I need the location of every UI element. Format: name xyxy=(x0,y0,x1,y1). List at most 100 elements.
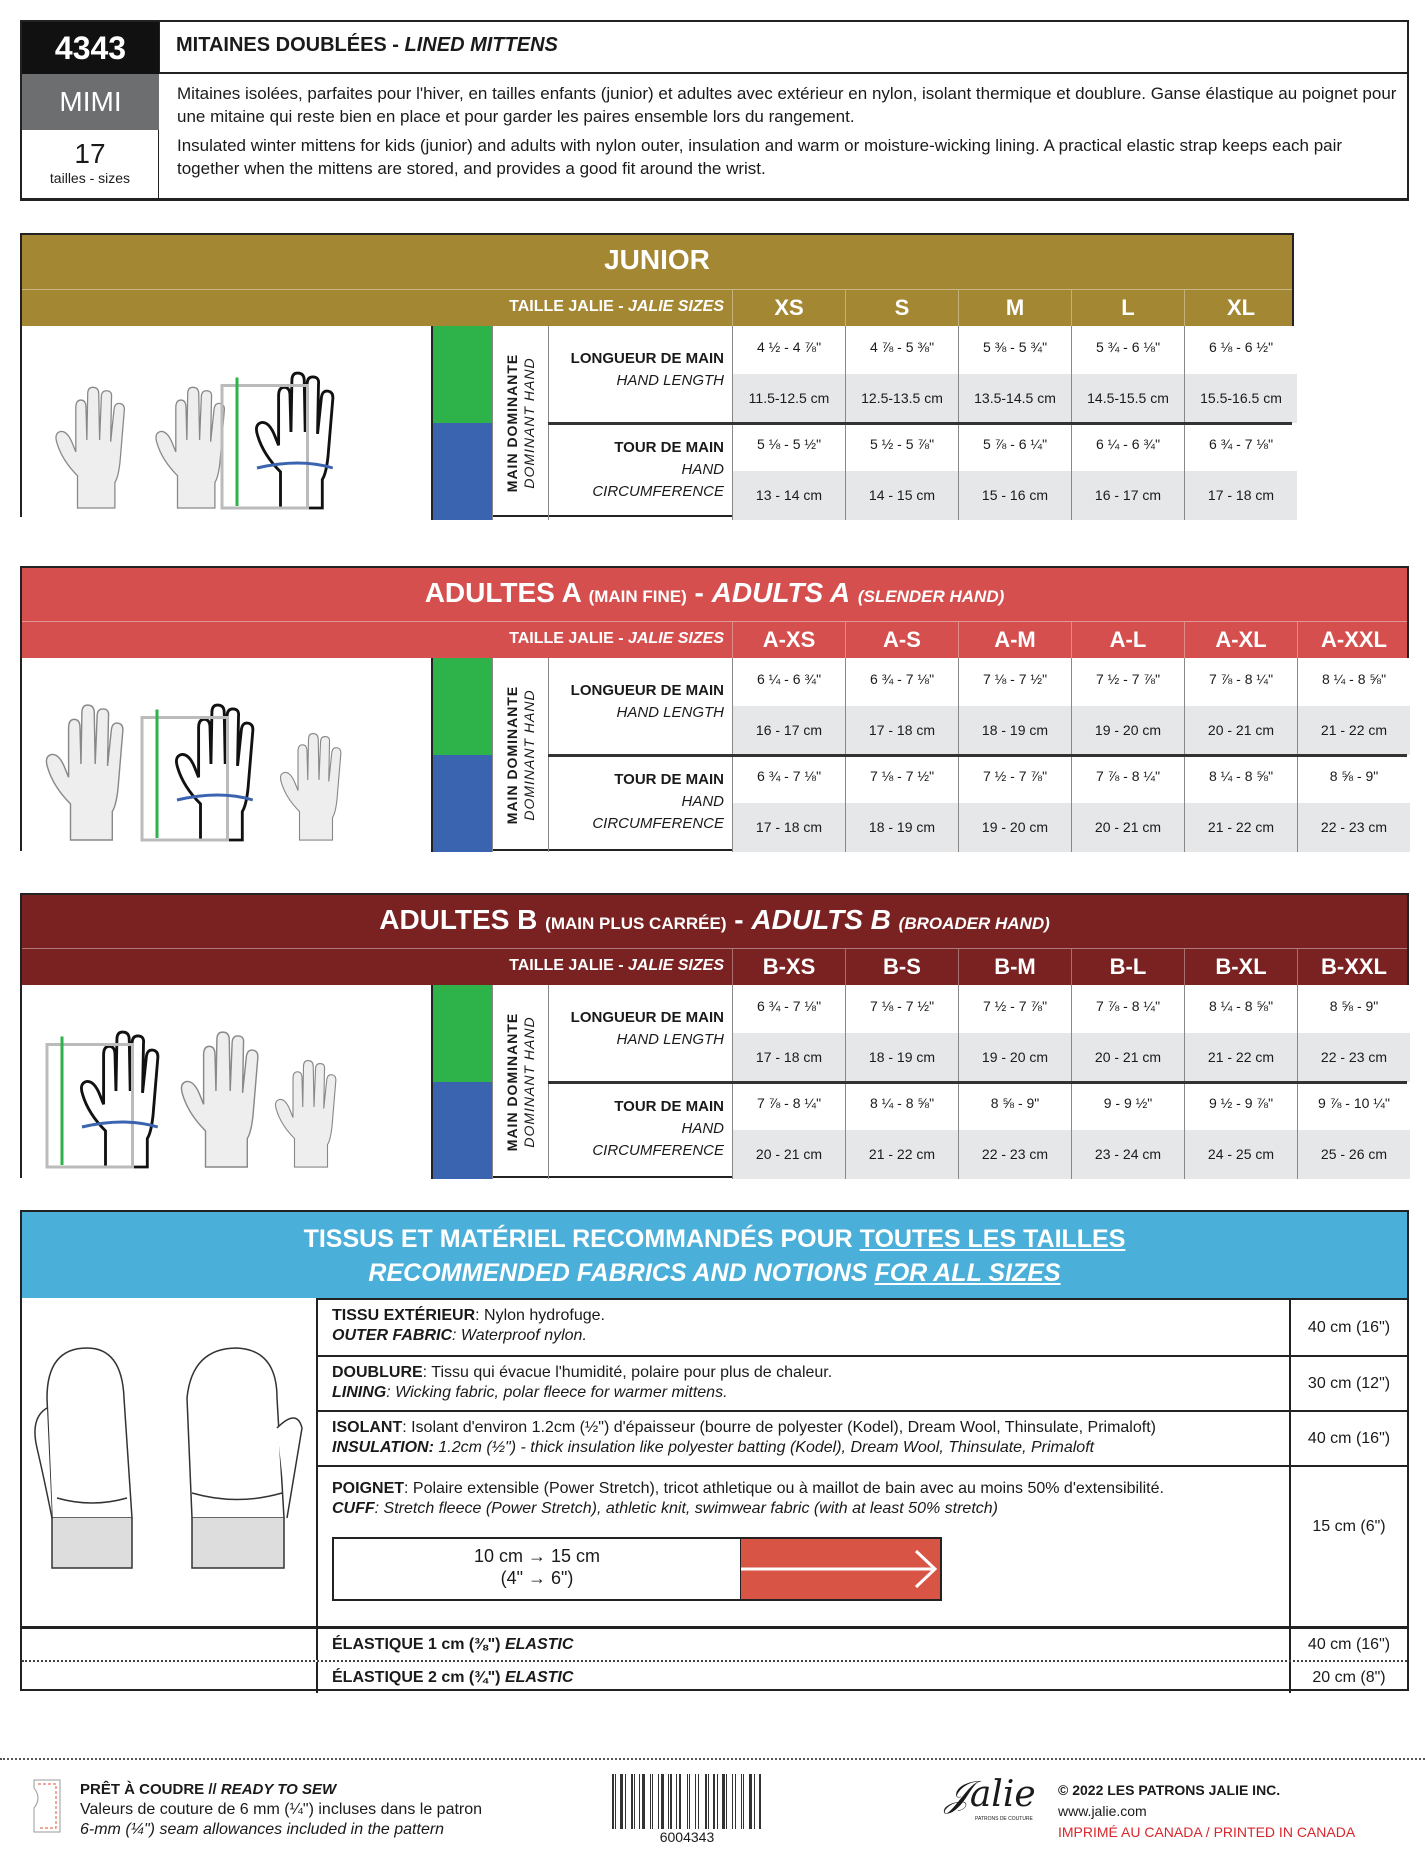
barcode-bar xyxy=(698,1774,699,1829)
sizes-label-fr: TAILLE JALIE - xyxy=(509,298,628,315)
printed-in: IMPRIMÉ AU CANADA / PRINTED IN CANADA xyxy=(1058,1824,1356,1840)
size-table-1: JUNIOR TAILLE JALIE - JALIE SIZES XS S M L XL M… xyxy=(20,233,1297,520)
elastic-amount: 20 cm (8") xyxy=(1312,1668,1386,1686)
length-in-cell: 8 ¼ - 8 ⅝" xyxy=(1297,658,1410,706)
barcode-bar xyxy=(646,1774,648,1829)
hand-measure-illustration xyxy=(22,658,433,852)
size-column-header: S xyxy=(845,290,958,326)
elastic-row: ÉLASTIQUE 1 cm (⅜") ELASTIC 40 cm (16") xyxy=(22,1626,1407,1660)
fabric-row: DOUBLURE: Tissu qui évacue l'humidité, p… xyxy=(316,1355,1407,1410)
fabrics-title-fr: TISSUS ET MATÉRIEL RECOMMANDÉS POUR xyxy=(303,1225,860,1253)
elastic-label-en: ELASTIC xyxy=(504,1669,574,1686)
size-table-2: ADULTES A (MAIN FINE) - ADULTS A (SLENDE… xyxy=(20,566,1410,852)
circ-cm-cell: 16 - 17 cm xyxy=(1071,471,1184,520)
hand-circumference-label: TOUR DE MAIN HAND CIRCUMFERENCE xyxy=(548,1082,732,1179)
elastic-amount: 40 cm (16") xyxy=(1307,1635,1391,1653)
dominant-hand-label: MAIN DOMINANTE DOMINANT HAND xyxy=(492,326,548,520)
fabric-amount: 40 cm (16") xyxy=(1307,1429,1391,1447)
size-column-header: B-M xyxy=(958,949,1071,985)
pattern-header: 4343 MIMI 17 tailles - sizes MITAINES DO… xyxy=(20,20,1409,201)
barcode-bar xyxy=(627,1774,629,1829)
barcode-bars-icon xyxy=(592,1774,782,1829)
length-in-cell: 8 ⅝ - 9" xyxy=(1297,985,1410,1033)
length-in-cell: 7 ½ - 7 ⅞" xyxy=(1071,658,1184,706)
length-cm-cell: 17 - 18 cm xyxy=(732,1033,845,1082)
pattern-title: MITAINES DOUBLÉES - LINED MITTENS xyxy=(159,22,1407,74)
size-count: 17 xyxy=(74,138,106,169)
barcode-bar xyxy=(655,1774,657,1829)
fabric-amount: 30 cm (12") xyxy=(1307,1374,1391,1392)
fabric-row: POIGNET: Polaire extensible (Power Stret… xyxy=(316,1465,1407,1626)
sizes-label-fr: TAILLE JALIE - xyxy=(509,630,628,647)
barcode-bar xyxy=(615,1774,616,1829)
length-in-cell: 7 ⅞ - 8 ¼" xyxy=(1071,985,1184,1033)
circ-in-cell: 8 ⅝ - 9" xyxy=(1297,755,1410,803)
length-cm-cell: 16 - 17 cm xyxy=(732,706,845,755)
circ-in-cell: 5 ⅛ - 5 ½" xyxy=(732,423,845,471)
barcode-bar xyxy=(652,1774,653,1829)
title-en-note: (BROADER HAND) xyxy=(898,914,1050,933)
circ-cm-cell: 18 - 19 cm xyxy=(845,803,958,852)
circ-en-1: HAND xyxy=(681,793,724,810)
length-cm-cell: 19 - 20 cm xyxy=(958,1033,1071,1082)
fabric-text-fr: : Tissu qui évacue l'humidité, polaire p… xyxy=(422,1364,833,1381)
sizes-label-fr: TAILLE JALIE - xyxy=(509,957,628,974)
circ-cm-cell: 17 - 18 cm xyxy=(732,803,845,852)
barcode-bar xyxy=(708,1774,709,1829)
hand-measure-illustration xyxy=(22,326,433,520)
stretch-line-1: 10 cm → 15 cm xyxy=(473,1546,601,1566)
dominant-hand-label: MAIN DOMINANTE DOMINANT HAND xyxy=(492,658,548,852)
sizes-label: TAILLE JALIE - JALIE SIZES xyxy=(22,298,732,316)
seam-fr: Valeurs de couture de 6 mm (¼") incluses… xyxy=(80,1801,483,1818)
circumference-color-key xyxy=(433,1082,492,1179)
length-color-key xyxy=(433,658,492,755)
fabric-fr: POIGNET: Polaire extensible (Power Stret… xyxy=(332,1479,1275,1499)
fabric-label-en: INSULATION: xyxy=(332,1439,434,1456)
barcode-bar xyxy=(642,1774,645,1829)
fabric-amount: 15 cm (6") xyxy=(1312,1518,1386,1535)
circ-en-2: CIRCUMFERENCE xyxy=(592,1142,724,1159)
sizes-label: TAILLE JALIE - JALIE SIZES xyxy=(22,957,732,975)
arrow-right-icon xyxy=(741,1549,938,1589)
barcode-bar xyxy=(687,1774,688,1829)
size-column-header: B-S xyxy=(845,949,958,985)
barcode-bar xyxy=(743,1774,744,1829)
hand-length-label: LONGUEUR DE MAIN HAND LENGTH xyxy=(548,658,732,755)
circ-in-cell: 6 ¾ - 7 ⅛" xyxy=(1184,423,1297,471)
length-fr: LONGUEUR DE MAIN xyxy=(570,682,724,699)
dominant-hand-text: MAIN DOMINANTE DOMINANT HAND xyxy=(504,354,538,492)
fabric-label-en: LINING xyxy=(332,1384,387,1401)
title-fr: JUNIOR xyxy=(604,244,710,275)
dominant-en: DOMINANT HAND xyxy=(520,1016,537,1148)
dominant-en: DOMINANT HAND xyxy=(520,357,537,489)
barcode-bar xyxy=(737,1774,739,1829)
circ-in-cell: 7 ½ - 7 ⅞" xyxy=(958,755,1071,803)
length-in-cell: 7 ½ - 7 ⅞" xyxy=(958,985,1071,1033)
dominant-hand-label: MAIN DOMINANTE DOMINANT HAND xyxy=(492,985,548,1179)
circ-in-cell: 8 ⅝ - 9" xyxy=(958,1082,1071,1130)
circ-cm-cell: 14 - 15 cm xyxy=(845,471,958,520)
length-fr: LONGUEUR DE MAIN xyxy=(570,350,724,367)
barcode-bar xyxy=(722,1774,725,1829)
fabric-label-fr: POIGNET xyxy=(332,1480,405,1497)
website-link[interactable]: www.jalie.com xyxy=(1058,1803,1147,1819)
circ-in-cell: 8 ¼ - 8 ⅝" xyxy=(845,1082,958,1130)
size-column-header: A-XS xyxy=(732,622,845,658)
circ-in-cell: 6 ¼ - 6 ¾" xyxy=(1071,423,1184,471)
size-header-row: TAILLE JALIE - JALIE SIZES XS S M L XL xyxy=(22,289,1292,326)
circ-cm-cell: 13 - 14 cm xyxy=(732,471,845,520)
barcode-bar xyxy=(682,1774,685,1829)
fabric-text-en: : Stretch fleece (Power Stretch), athlet… xyxy=(374,1500,998,1517)
barcode-bar xyxy=(726,1774,727,1829)
circ-fr: TOUR DE MAIN xyxy=(614,439,724,456)
fabric-text-fr: : Isolant d'environ 1.2cm (½") d'épaisse… xyxy=(402,1419,1156,1436)
fabric-en: OUTER FABRIC: Waterproof nylon. xyxy=(332,1326,1275,1346)
length-cm-cell: 15.5-16.5 cm xyxy=(1184,374,1297,423)
jalie-logo: 𝒥alie PATRONS DE COUTURE xyxy=(945,1774,1036,1822)
barcode-bar xyxy=(661,1774,664,1829)
fabrics-title-en-underlined: FOR ALL SIZES xyxy=(874,1259,1061,1287)
circ-in-cell: 7 ⅞ - 8 ¼" xyxy=(732,1082,845,1130)
stretch-line-2: (4" → 6") xyxy=(500,1568,574,1588)
size-column-header: B-L xyxy=(1071,949,1184,985)
length-cm-cell: 18 - 19 cm xyxy=(958,706,1071,755)
